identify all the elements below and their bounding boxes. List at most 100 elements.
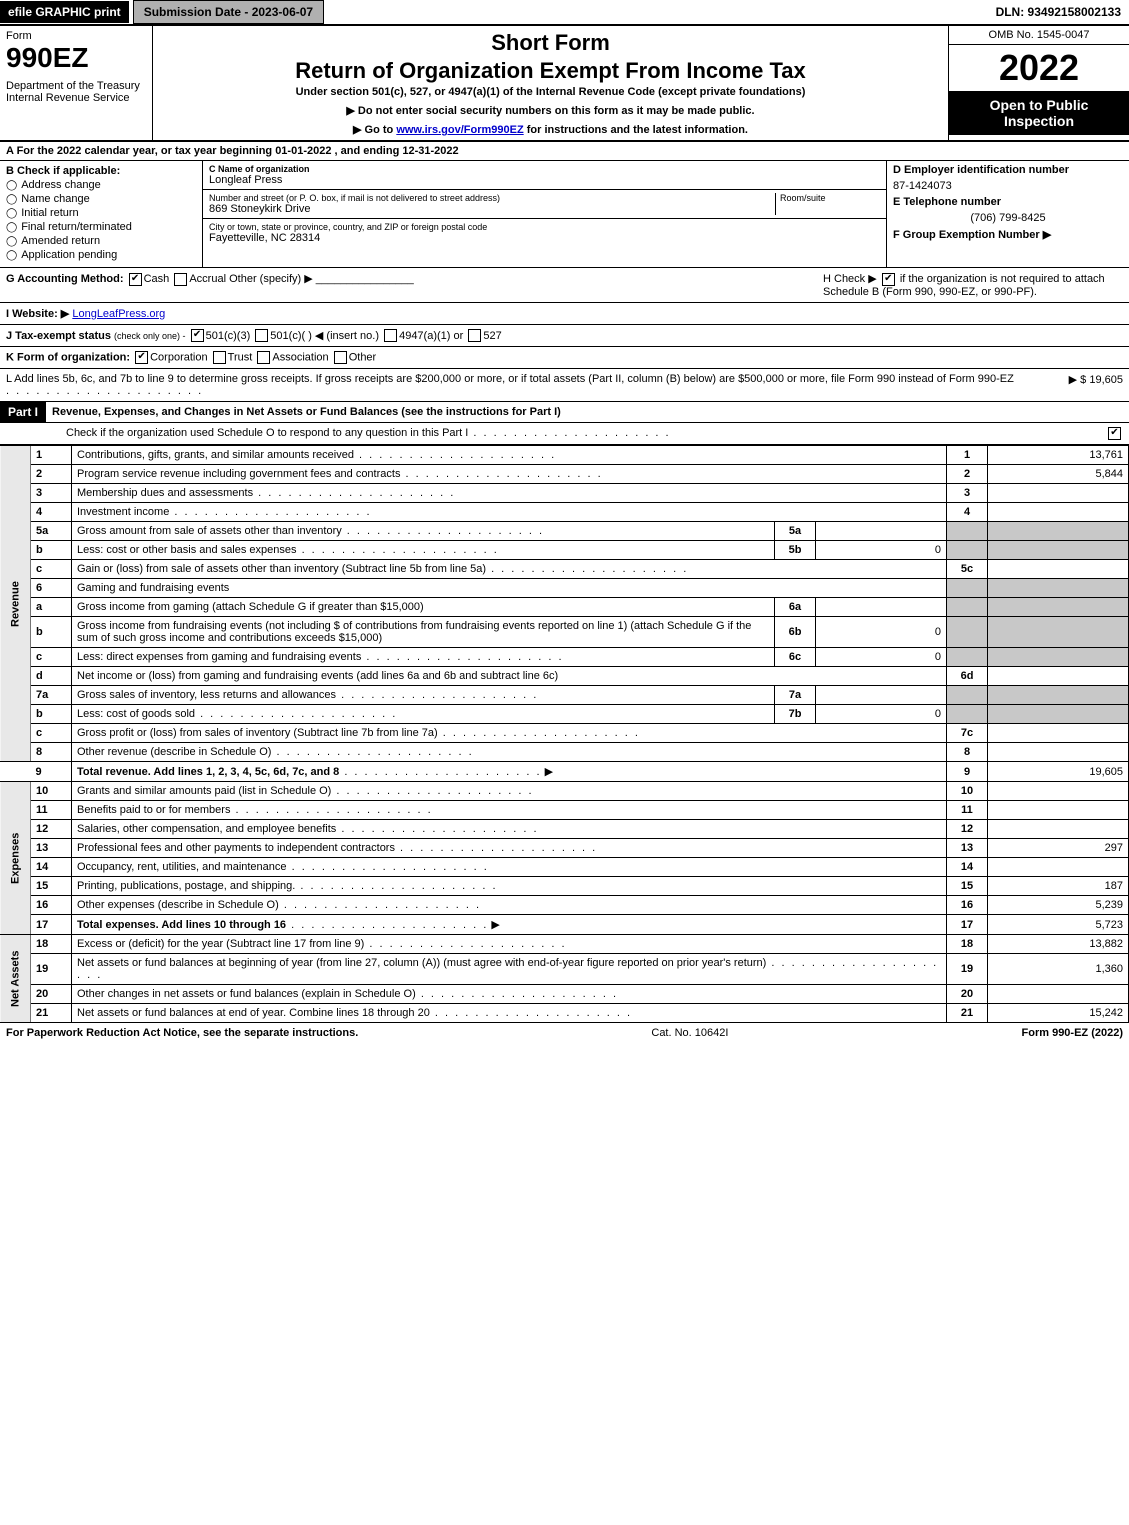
shade-6b [947, 617, 988, 648]
chk-final-return[interactable]: Final return/terminated [6, 221, 196, 233]
section-b-label: B Check if applicable: [6, 165, 120, 177]
num-20: 20 [947, 985, 988, 1004]
footer-left: For Paperwork Reduction Act Notice, see … [6, 1027, 358, 1039]
desc-6a: Gross income from gaming (attach Schedul… [72, 598, 775, 617]
desc-5a: Gross amount from sale of assets other t… [72, 522, 775, 541]
desc-6d: Net income or (loss) from gaming and fun… [72, 667, 947, 686]
sub-5a: 5a [775, 522, 816, 541]
chk-schedule-b[interactable] [882, 273, 895, 286]
ln-7c: c [31, 724, 72, 743]
val-2: 5,844 [988, 465, 1129, 484]
goto-prefix: ▶ Go to [353, 124, 396, 136]
shade-5a [947, 522, 988, 541]
desc-14: Occupancy, rent, utilities, and maintena… [72, 858, 947, 877]
desc-16: Other expenses (describe in Schedule O) [72, 896, 947, 915]
sv-7b: 0 [816, 705, 947, 724]
sv-7a [816, 686, 947, 705]
ln-2: 2 [31, 465, 72, 484]
chk-trust[interactable] [213, 351, 226, 364]
chk-other-org[interactable] [334, 351, 347, 364]
ln-5b: b [31, 541, 72, 560]
num-9: 9 [947, 762, 988, 782]
tax-year: 2022 [949, 45, 1129, 91]
sv-6a [816, 598, 947, 617]
num-8: 8 [947, 743, 988, 762]
ln-11: 11 [31, 801, 72, 820]
desc-19: Net assets or fund balances at beginning… [72, 954, 947, 985]
part-i-title: Revenue, Expenses, and Changes in Net As… [46, 403, 1129, 421]
chk-527[interactable] [468, 329, 481, 342]
website-link[interactable]: LongLeafPress.org [72, 308, 165, 320]
chk-schedule-o[interactable] [1108, 427, 1121, 440]
form-number: 990EZ [6, 42, 146, 74]
opt-corp: Corporation [150, 352, 207, 364]
chk-application-pending[interactable]: Application pending [6, 249, 196, 261]
chk-cash[interactable] [129, 273, 142, 286]
ln-5c: c [31, 560, 72, 579]
chk-501c3[interactable] [191, 329, 204, 342]
val-3 [988, 484, 1129, 503]
chk-address-change[interactable]: Address change [6, 179, 196, 191]
side-netassets: Net Assets [0, 935, 31, 1023]
desc-4: Investment income [72, 503, 947, 522]
row-l: L Add lines 5b, 6c, and 7b to line 9 to … [0, 369, 1129, 402]
chk-4947[interactable] [384, 329, 397, 342]
val-18: 13,882 [988, 935, 1129, 954]
desc-1: Contributions, gifts, grants, and simila… [72, 446, 947, 465]
ln-17: 17 [31, 915, 72, 935]
chk-amended-return[interactable]: Amended return [6, 235, 196, 247]
l-text: L Add lines 5b, 6c, and 7b to line 9 to … [6, 373, 1023, 397]
j-label: J Tax-exempt status [6, 330, 111, 342]
tel-value: (706) 799-8425 [893, 212, 1123, 224]
irs-link[interactable]: www.irs.gov/Form990EZ [396, 124, 523, 136]
chk-name-change[interactable]: Name change [6, 193, 196, 205]
num-6d: 6d [947, 667, 988, 686]
footer-mid: Cat. No. 10642I [358, 1027, 1021, 1039]
footer-right: Form 990-EZ (2022) [1022, 1027, 1123, 1039]
shadev-6b [988, 617, 1129, 648]
desc-13: Professional fees and other payments to … [72, 839, 947, 858]
public-note: ▶ Do not enter social security numbers o… [163, 104, 938, 117]
section-b: B Check if applicable: Address change Na… [0, 161, 203, 267]
ln-18: 18 [31, 935, 72, 954]
num-12: 12 [947, 820, 988, 839]
num-10: 10 [947, 782, 988, 801]
chk-initial-return[interactable]: Initial return [6, 207, 196, 219]
chk-501c[interactable] [255, 329, 268, 342]
chk-association[interactable] [257, 351, 270, 364]
val-19: 1,360 [988, 954, 1129, 985]
part-i-label: Part I [0, 402, 46, 422]
chk-accrual[interactable] [174, 273, 187, 286]
num-7c: 7c [947, 724, 988, 743]
efile-label[interactable]: efile GRAPHIC print [0, 1, 129, 23]
ln-13: 13 [31, 839, 72, 858]
name-label: C Name of organization [209, 164, 880, 174]
num-16: 16 [947, 896, 988, 915]
tel-label: E Telephone number [893, 196, 1001, 208]
group-label: F Group Exemption Number ▶ [893, 229, 1051, 241]
shade-6 [947, 579, 988, 598]
ln-6: 6 [31, 579, 72, 598]
val-15: 187 [988, 877, 1129, 896]
side-expenses: Expenses [0, 782, 31, 935]
info-grid: B Check if applicable: Address change Na… [0, 161, 1129, 268]
desc-8: Other revenue (describe in Schedule O) [72, 743, 947, 762]
opt-assoc: Association [272, 352, 328, 364]
part-i-checknote: Check if the organization used Schedule … [0, 423, 1129, 445]
desc-21: Net assets or fund balances at end of ye… [72, 1004, 947, 1023]
i-label: I Website: ▶ [6, 308, 69, 320]
chk-corporation[interactable] [135, 351, 148, 364]
form-subtitle: Under section 501(c), 527, or 4947(a)(1)… [163, 86, 938, 98]
desc-20: Other changes in net assets or fund bala… [72, 985, 947, 1004]
val-17: 5,723 [988, 915, 1129, 935]
h-label: H Check ▶ [823, 273, 877, 285]
desc-6b: Gross income from fundraising events (no… [72, 617, 775, 648]
desc-2: Program service revenue including govern… [72, 465, 947, 484]
opt-501c: 501(c)( ) ◀ (insert no.) [270, 330, 379, 342]
row-gh: G Accounting Method: Cash Accrual Other … [0, 268, 1129, 303]
num-1: 1 [947, 446, 988, 465]
val-21: 15,242 [988, 1004, 1129, 1023]
ln-4: 4 [31, 503, 72, 522]
goto-suffix: for instructions and the latest informat… [524, 124, 748, 136]
shadev-6a [988, 598, 1129, 617]
